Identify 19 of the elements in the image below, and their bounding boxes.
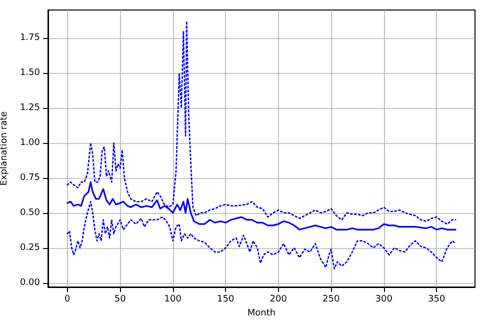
x-tick-label: 350: [428, 294, 446, 304]
y-tick-label: 1.00: [20, 138, 40, 148]
y-tick-label: 0.00: [20, 278, 40, 288]
y-axis-title: Explanation rate: [0, 110, 10, 186]
x-tick-label: 200: [270, 294, 288, 304]
y-tick-label: 1.25: [20, 102, 40, 113]
x-tick-label: 50: [114, 294, 126, 304]
x-axis-title: Month: [247, 308, 276, 318]
x-tick-label: 0: [64, 294, 71, 304]
y-tick-label: 0.50: [20, 208, 40, 218]
x-tick-label: 150: [217, 294, 234, 304]
y-tick-label: 1.50: [20, 68, 40, 78]
y-tick-label: 0.25: [20, 242, 40, 253]
x-tick-label: 250: [322, 294, 340, 304]
y-tick-label: 1.75: [20, 32, 40, 43]
x-tick-label: 100: [164, 294, 182, 304]
x-tick-label: 300: [375, 294, 393, 304]
line-series: [66, 200, 456, 270]
y-tick-label: 0.75: [20, 172, 40, 183]
